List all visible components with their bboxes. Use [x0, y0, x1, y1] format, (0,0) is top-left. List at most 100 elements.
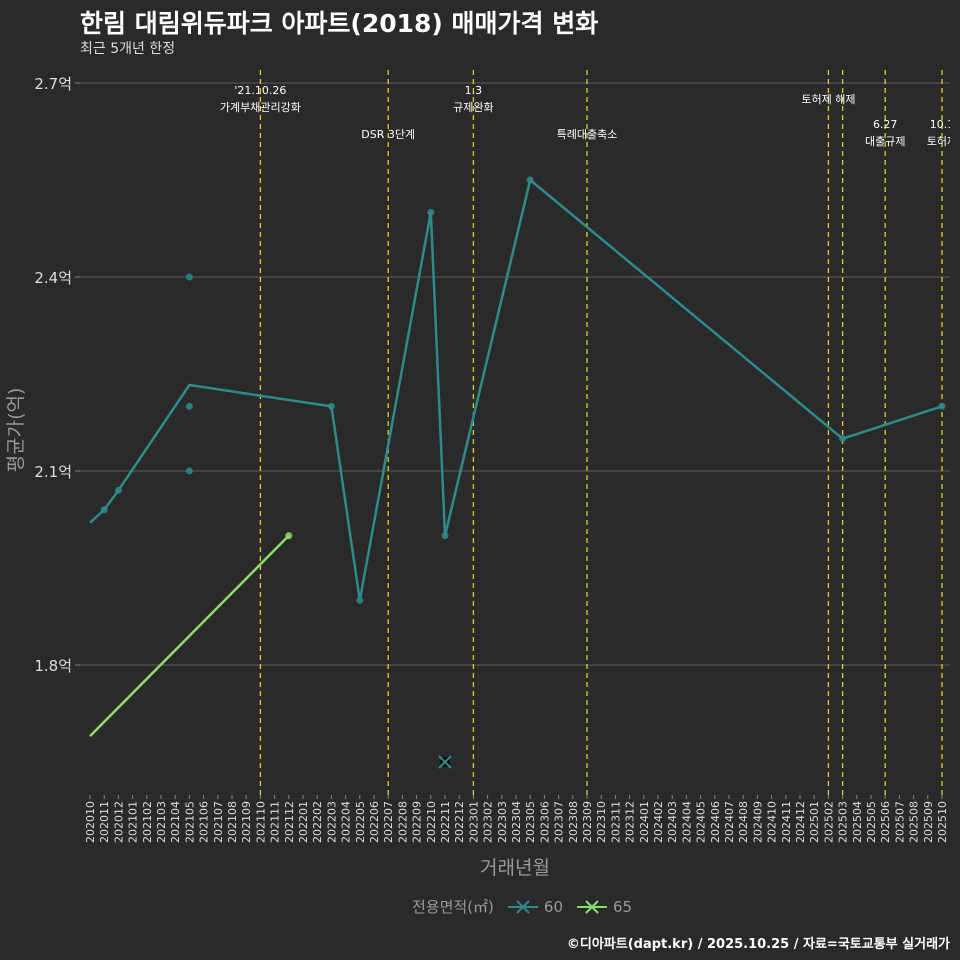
- series-line-60: [89, 177, 943, 601]
- x-tick-label: 202504: [851, 801, 864, 843]
- x-axis-label: 거래년월: [480, 857, 550, 879]
- x-tick-label: 202309: [581, 801, 594, 843]
- event-annotation: 6.27: [873, 118, 898, 131]
- data-point-60: [938, 402, 946, 410]
- x-tick-label: 202211: [439, 801, 452, 843]
- data-point-60: [327, 402, 335, 410]
- x-tick-label: 202401: [638, 801, 651, 843]
- legend-item-60: 60: [507, 897, 563, 916]
- x-tick-label: 202305: [524, 801, 537, 843]
- x-tick-label: 202402: [652, 801, 665, 843]
- legend-title: 전용면적(㎡): [412, 898, 494, 916]
- x-tick-label: 202406: [709, 801, 722, 843]
- y-axis-label: 평균가(억): [5, 388, 27, 473]
- x-tick-label: 202111: [269, 801, 282, 843]
- data-point-65: [285, 532, 293, 540]
- x-tick-label: 202301: [467, 801, 480, 843]
- x-tick-label: 202509: [922, 801, 935, 843]
- series-line-65: [89, 534, 290, 738]
- x-tick-label: 202208: [396, 801, 409, 843]
- x-tick-label: 202210: [425, 801, 438, 843]
- event-annotation: 1.3: [465, 84, 483, 97]
- x-tick-label: 202409: [751, 801, 764, 843]
- x-tick-label: 202302: [482, 801, 495, 843]
- x-tick-label: 202310: [595, 801, 608, 843]
- legend: 전용면적(㎡) 60 65: [412, 896, 632, 917]
- x-tick-label: 202403: [666, 801, 679, 843]
- y-tick-label: 2.4억: [34, 269, 72, 287]
- x-tick-label: 202204: [340, 801, 353, 843]
- data-point-60: [427, 208, 435, 216]
- chart-title: 한림 대림위듀파크 아파트(2018) 매매가격 변화: [80, 9, 599, 38]
- legend-item-65: 65: [577, 898, 632, 916]
- data-point-60: [356, 596, 364, 604]
- event-annotation: DSR 3단계: [361, 128, 415, 141]
- x-tick-label: 202201: [297, 801, 310, 843]
- event-annotation: 토허제: [927, 135, 957, 148]
- x-tick-label: 202107: [212, 801, 225, 843]
- event-annotation: 대출규제: [865, 135, 905, 148]
- x-tick-label: 202308: [567, 801, 580, 843]
- x-tick-label: 202011: [98, 801, 111, 843]
- x-tick-label: 202506: [879, 801, 892, 843]
- x-tick-label: 202207: [382, 801, 395, 843]
- x-tick-label: 202311: [609, 801, 622, 843]
- data-point-60: [185, 273, 193, 281]
- data-point-60: [441, 532, 449, 540]
- event-annotation: 특례대출축소: [557, 128, 618, 141]
- x-tick-label: 202206: [368, 801, 381, 843]
- x-tick-label: 202205: [354, 801, 367, 843]
- x-tick-label: 202103: [155, 801, 168, 843]
- x-tick-label: 202505: [865, 801, 878, 843]
- x-tick-label: 202405: [695, 801, 708, 843]
- event-annotation: 토허제 해제: [801, 92, 855, 106]
- x-tick-label: 202303: [496, 801, 509, 843]
- data-point-60: [526, 176, 534, 184]
- x-tick-label: 202106: [198, 801, 211, 843]
- source-footer: ©디아파트(dapt.kr) / 2025.10.25 / 자료=국토교통부 실…: [566, 937, 950, 952]
- x-tick-label: 202404: [680, 801, 693, 843]
- x-tick-label: 202306: [538, 801, 551, 843]
- x-tick-label: 202110: [254, 801, 267, 843]
- event-annotation: 규제완화: [453, 101, 493, 114]
- legend-label: 60: [543, 897, 563, 916]
- cancelled-x-icon: [438, 755, 452, 769]
- x-tick-label: 202304: [510, 801, 523, 843]
- x-tick-label: 202108: [226, 801, 239, 843]
- x-tick-label: 202105: [183, 801, 196, 843]
- data-point-60: [839, 435, 847, 443]
- legend-swatch-icon: [507, 899, 538, 914]
- y-tick-label: 2.7억: [34, 75, 72, 93]
- x-tick-label: 202501: [808, 801, 821, 843]
- x-tick-label: 202407: [723, 801, 736, 843]
- x-tick-label: 202503: [837, 801, 850, 843]
- x-tick-label: 202307: [553, 801, 566, 843]
- x-tick-label: 202502: [822, 801, 835, 843]
- x-tick-label: 202101: [127, 801, 140, 843]
- x-tick-label: 202412: [794, 801, 807, 843]
- x-tick-label: 202410: [766, 801, 779, 843]
- legend-label: 65: [613, 897, 633, 916]
- event-annotation: 10.1: [930, 118, 955, 131]
- x-tick-label: 202010: [84, 801, 97, 843]
- x-tick-label: 202510: [936, 801, 949, 843]
- data-point-60: [185, 467, 193, 475]
- x-tick-label: 202203: [325, 801, 338, 843]
- x-tick-label: 202411: [780, 801, 793, 843]
- x-tick-label: 202209: [411, 801, 424, 843]
- x-tick-label: 202104: [169, 801, 182, 843]
- x-tick-label: 202102: [141, 801, 154, 843]
- x-tick-label: 202012: [112, 801, 125, 843]
- event-annotation: 가계부채관리강화: [220, 101, 301, 114]
- x-tick-label: 202408: [737, 801, 750, 843]
- y-tick-label: 1.8억: [34, 657, 72, 675]
- data-point-60: [185, 402, 193, 410]
- x-tick-label: 202202: [311, 801, 324, 843]
- x-tick-label: 202508: [908, 801, 921, 843]
- y-tick-label: 2.1억: [34, 463, 72, 481]
- data-point-60: [114, 486, 122, 494]
- x-tick-label: 202312: [624, 801, 637, 843]
- chart-subtitle: 최근 5개년 한정: [80, 41, 176, 57]
- event-annotation: '21.10.26: [234, 84, 286, 97]
